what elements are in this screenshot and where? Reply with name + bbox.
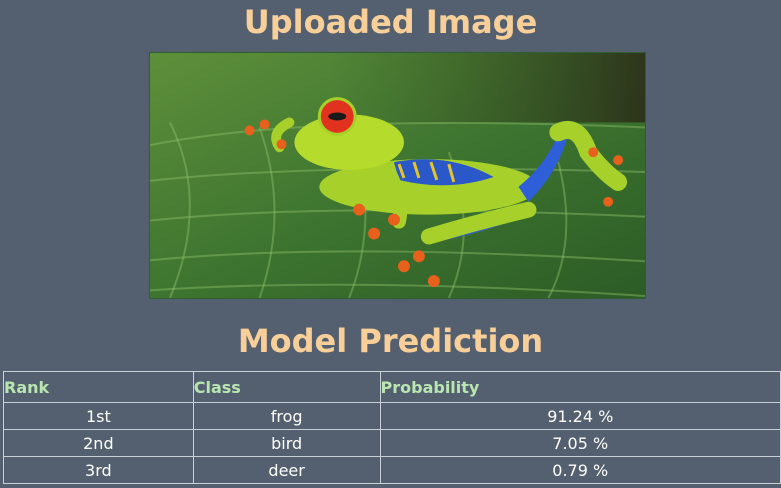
class-column-header: Class bbox=[192, 371, 381, 403]
rank-column-header: Rank bbox=[3, 371, 194, 403]
model-prediction-heading: Model Prediction bbox=[237, 322, 544, 360]
rank-cell: 3rd bbox=[3, 456, 194, 484]
table-row: 3rd deer 0.79 % bbox=[3, 456, 781, 484]
uploaded-image bbox=[149, 52, 646, 299]
table-header-row: Rank Class Probability bbox=[3, 371, 781, 403]
probability-cell: 0.79 % bbox=[379, 456, 781, 484]
prediction-table: Rank Class Probability 1st frog 91.24 % … bbox=[3, 371, 781, 484]
probability-column-header: Probability bbox=[379, 371, 781, 403]
table-row: 2nd bird 7.05 % bbox=[3, 429, 781, 457]
frog-image bbox=[150, 53, 645, 298]
table-row: 1st frog 91.24 % bbox=[3, 402, 781, 430]
class-cell: frog bbox=[192, 402, 381, 430]
class-cell: bird bbox=[192, 429, 381, 457]
probability-cell: 7.05 % bbox=[379, 429, 781, 457]
class-cell: deer bbox=[192, 456, 381, 484]
rank-cell: 1st bbox=[3, 402, 194, 430]
rank-cell: 2nd bbox=[3, 429, 194, 457]
uploaded-image-heading: Uploaded Image bbox=[243, 3, 538, 41]
probability-cell: 91.24 % bbox=[379, 402, 781, 430]
